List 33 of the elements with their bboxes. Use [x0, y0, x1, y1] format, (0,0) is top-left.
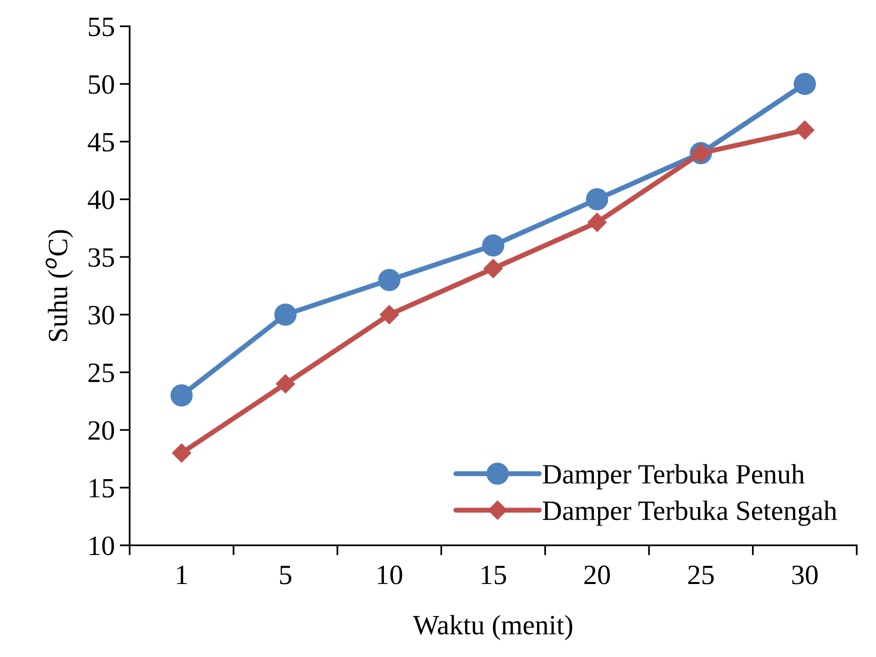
- y-tick-label: 35: [88, 248, 114, 267]
- x-tick-label: 15: [482, 566, 506, 584]
- y-tick-label: 55: [88, 18, 114, 36]
- x-tick-label: 10: [378, 566, 402, 584]
- x-tick-label: 5: [280, 566, 292, 584]
- y-axis-title: Suhu ($^{o}$C): [46, 230, 74, 342]
- legend-label: Damper Terbuka Penuh: [542, 464, 805, 490]
- point: [482, 234, 504, 257]
- y-tick-label: 20: [88, 421, 114, 440]
- y-tick-label: 10: [90, 536, 114, 556]
- point: [794, 72, 816, 96]
- y-tick-label: 45: [88, 132, 114, 152]
- legend-label: Damper Terbuka Setengah: [542, 500, 837, 526]
- point: [276, 374, 295, 394]
- y-tick-label: 30: [88, 306, 114, 325]
- point: [378, 268, 400, 292]
- point: [172, 444, 192, 463]
- x-tick-label: 20: [584, 566, 610, 584]
- point: [274, 304, 297, 326]
- y-tick-label: 25: [88, 364, 114, 382]
- y-tick-label: 50: [88, 75, 114, 94]
- x-tick-label: 1: [177, 566, 187, 584]
- point: [795, 120, 814, 140]
- point: [586, 188, 608, 210]
- x-tick-label: 30: [792, 566, 818, 584]
- point: [170, 384, 193, 406]
- point: [484, 258, 503, 278]
- point: [588, 212, 607, 232]
- y-tick-label: 15: [90, 478, 114, 498]
- y-tick-label: 40: [88, 190, 114, 210]
- x-tick-label: 25: [688, 566, 714, 584]
- x-axis-title: Waktu (menit): [412, 614, 572, 640]
- point: [380, 305, 399, 324]
